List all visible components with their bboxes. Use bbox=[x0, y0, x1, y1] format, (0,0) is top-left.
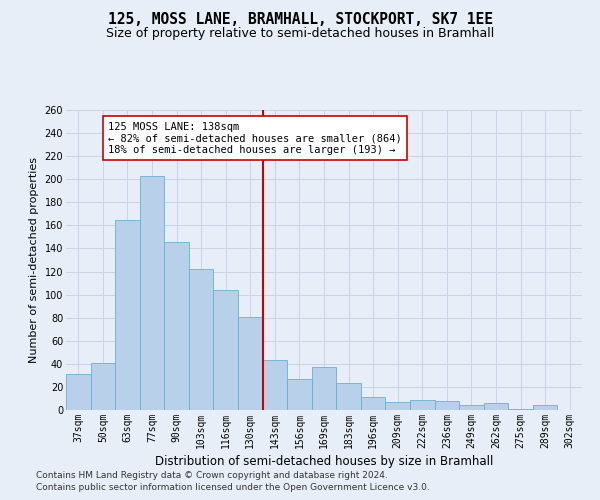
Bar bbox=[91, 362, 115, 410]
Y-axis label: Number of semi-detached properties: Number of semi-detached properties bbox=[29, 157, 39, 363]
Bar bbox=[336, 384, 361, 410]
Bar bbox=[312, 368, 336, 410]
Text: Contains HM Land Registry data © Crown copyright and database right 2024.: Contains HM Land Registry data © Crown c… bbox=[36, 471, 388, 480]
Bar bbox=[410, 400, 434, 410]
Bar bbox=[189, 269, 214, 410]
Bar bbox=[459, 406, 484, 410]
Bar bbox=[287, 379, 312, 410]
Bar bbox=[66, 374, 91, 410]
Bar bbox=[385, 402, 410, 410]
Bar bbox=[238, 316, 263, 410]
Bar bbox=[115, 220, 140, 410]
Bar bbox=[508, 409, 533, 410]
Text: Size of property relative to semi-detached houses in Bramhall: Size of property relative to semi-detach… bbox=[106, 28, 494, 40]
Bar bbox=[533, 406, 557, 410]
Bar bbox=[263, 360, 287, 410]
Text: 125, MOSS LANE, BRAMHALL, STOCKPORT, SK7 1EE: 125, MOSS LANE, BRAMHALL, STOCKPORT, SK7… bbox=[107, 12, 493, 28]
X-axis label: Distribution of semi-detached houses by size in Bramhall: Distribution of semi-detached houses by … bbox=[155, 455, 493, 468]
Text: 125 MOSS LANE: 138sqm
← 82% of semi-detached houses are smaller (864)
18% of sem: 125 MOSS LANE: 138sqm ← 82% of semi-deta… bbox=[108, 122, 401, 154]
Bar bbox=[484, 403, 508, 410]
Text: Contains public sector information licensed under the Open Government Licence v3: Contains public sector information licen… bbox=[36, 484, 430, 492]
Bar bbox=[140, 176, 164, 410]
Bar bbox=[434, 401, 459, 410]
Bar bbox=[164, 242, 189, 410]
Bar bbox=[214, 290, 238, 410]
Bar bbox=[361, 398, 385, 410]
